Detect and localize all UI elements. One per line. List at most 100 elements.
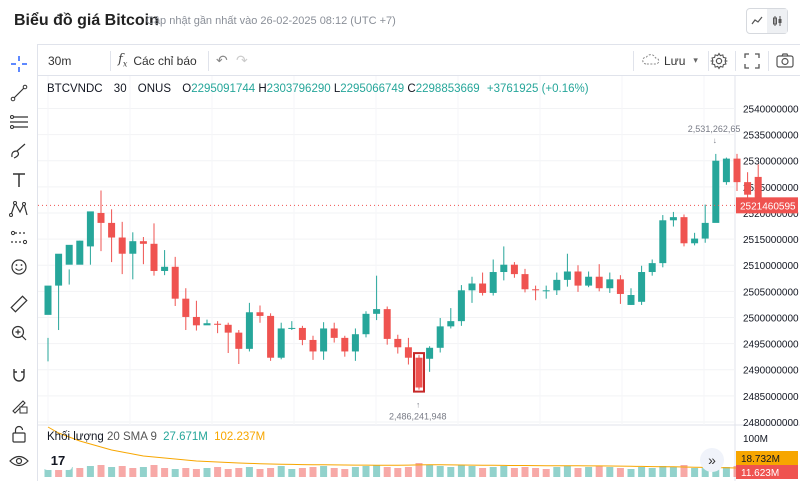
- undo-icon[interactable]: ↶: [216, 52, 228, 68]
- candle-body: [532, 289, 540, 291]
- candle-body: [341, 337, 349, 352]
- volume-bar: [182, 468, 190, 477]
- volume-bar: [489, 467, 497, 477]
- candle-body: [330, 328, 338, 338]
- candle-body: [638, 272, 646, 302]
- trend-line-icon[interactable]: [5, 81, 33, 105]
- candle-body: [404, 347, 412, 358]
- high-price-marker: 2,531,262,65: [688, 124, 741, 134]
- low-price-marker: 2,486,241,948: [389, 412, 447, 422]
- volume-bar: [86, 466, 94, 477]
- volume-bar: [235, 468, 243, 477]
- candle-body: [76, 240, 84, 265]
- volume-tick-label: 100M: [743, 434, 768, 445]
- candle-body: [426, 347, 434, 359]
- volume-bar: [298, 468, 306, 477]
- volume-bar: [44, 469, 52, 477]
- volume-bar: [118, 466, 126, 477]
- candle-body: [606, 279, 614, 289]
- volume-bar: [426, 465, 434, 477]
- candle-body: [415, 357, 423, 388]
- chart-type-switch[interactable]: [746, 8, 788, 34]
- candle-body: [203, 323, 211, 326]
- candle-body: [277, 328, 285, 358]
- tradingview-logo[interactable]: 17: [44, 450, 72, 470]
- cloud-icon: [642, 53, 660, 68]
- candle-body: [65, 244, 73, 265]
- candle-body: [288, 327, 296, 329]
- volume-bar: [245, 467, 253, 477]
- open-label: O: [182, 83, 192, 95]
- pattern-icon[interactable]: [5, 197, 33, 221]
- candle-body: [574, 271, 582, 286]
- save-button[interactable]: Lưu ▾: [642, 45, 698, 76]
- candle-body: [553, 279, 561, 291]
- brush-icon[interactable]: [5, 139, 33, 163]
- settings-gear-icon[interactable]: [710, 45, 728, 76]
- drawing-toolbar: [0, 44, 38, 481]
- magnet-icon[interactable]: [5, 364, 33, 388]
- crosshair-icon[interactable]: [5, 52, 33, 76]
- volume-legend: Khối lượng 20 SMA 9 27.671M 102.237M: [47, 431, 265, 443]
- toolbar-divider: [110, 51, 111, 71]
- indicators-button[interactable]: fx Các chỉ báo: [118, 45, 197, 76]
- redo-icon[interactable]: ↷: [236, 52, 248, 68]
- volume-sma-line: [47, 426, 759, 469]
- low-candle-highlight: [413, 352, 425, 393]
- volume-bar: [330, 468, 338, 477]
- volume-bar: [606, 467, 614, 477]
- line-chart-icon[interactable]: [747, 9, 767, 33]
- volume-bar: [532, 468, 540, 477]
- candle-body: [394, 338, 402, 348]
- interval-button[interactable]: 30m: [48, 53, 72, 68]
- lock-icon[interactable]: [5, 422, 33, 446]
- volume-sma-value: 102.237M: [214, 431, 266, 443]
- volume-bar: [553, 467, 561, 477]
- symbol-interval: 30: [113, 83, 127, 95]
- y-tick-label: 2520000000: [743, 209, 799, 220]
- candlestick-icon[interactable]: [767, 9, 787, 33]
- volume-bar: [701, 467, 709, 477]
- horizontal-lines-icon[interactable]: [5, 110, 33, 134]
- volume-bar: [362, 466, 370, 477]
- candle-body: [468, 283, 476, 291]
- prediction-icon[interactable]: [5, 226, 33, 250]
- volume-bar: [415, 463, 423, 477]
- candle-body: [521, 274, 529, 290]
- camera-icon[interactable]: [776, 45, 794, 76]
- volume-bar: [595, 466, 603, 477]
- fullscreen-icon[interactable]: [744, 45, 760, 76]
- candle-body: [108, 222, 116, 238]
- ruler-icon[interactable]: [5, 292, 33, 316]
- volume-bar: [712, 466, 720, 477]
- scroll-to-realtime-icon[interactable]: »: [700, 448, 724, 472]
- y-tick-label: 2515000000: [743, 235, 799, 246]
- candle-body: [563, 271, 571, 280]
- candle-body: [691, 238, 699, 244]
- text-tool-icon[interactable]: [5, 168, 33, 192]
- volume-bar: [320, 466, 328, 477]
- volume-bar: [404, 467, 412, 477]
- emoji-icon[interactable]: [5, 255, 33, 279]
- volume-badge: [736, 451, 798, 465]
- candle-body: [309, 339, 317, 352]
- price-chart[interactable]: 2540000000 2535000000 2530000000 2525000000…: [38, 76, 800, 481]
- zoom-in-icon[interactable]: [5, 321, 33, 345]
- volume-bar: [171, 469, 179, 477]
- volume-params: 20 SMA 9: [107, 431, 157, 443]
- function-icon: fx: [118, 52, 128, 69]
- symbol-exchange: ONUS: [137, 83, 172, 95]
- candle-body: [383, 309, 391, 339]
- lock-drawing-icon[interactable]: [5, 393, 33, 417]
- volume-name: Khối lượng: [47, 431, 104, 443]
- high-marker-arrow: ↓: [713, 136, 717, 145]
- last-price-label: 2521460595: [740, 201, 796, 212]
- candle-body: [118, 237, 126, 254]
- candle-body: [320, 328, 328, 352]
- volume-bar: [585, 467, 593, 477]
- candle-body: [510, 264, 518, 275]
- candle-body: [627, 295, 635, 305]
- candle-body: [744, 182, 752, 195]
- volume-bar: [267, 468, 275, 477]
- eye-icon[interactable]: [5, 449, 33, 473]
